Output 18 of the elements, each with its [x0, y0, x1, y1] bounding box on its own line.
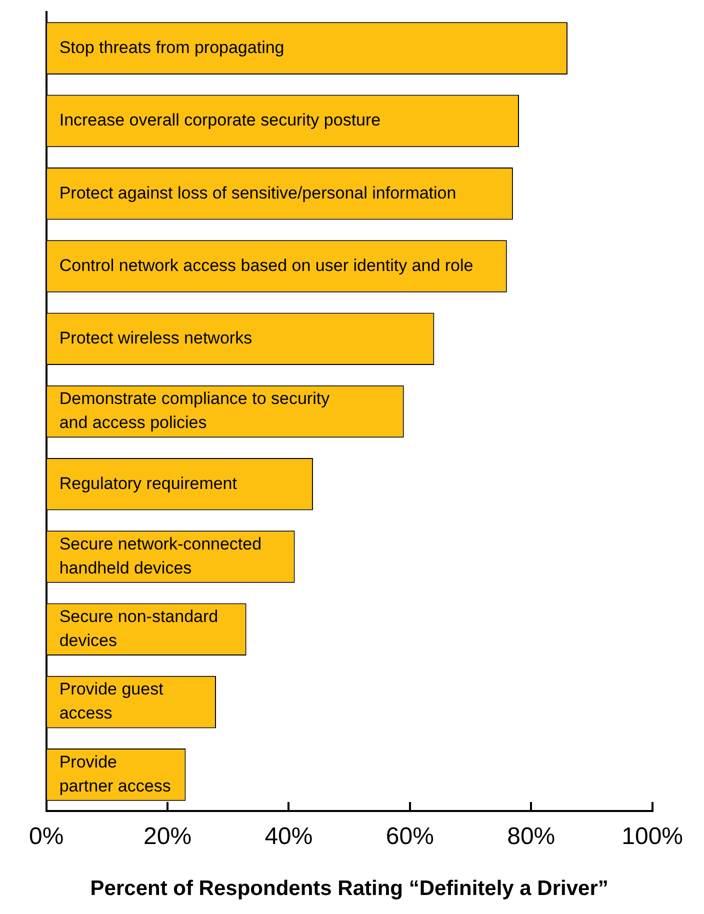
- x-tick-label: 100%: [622, 823, 684, 850]
- x-tick-label: 0%: [29, 823, 64, 850]
- y-tick-label: Secure non-standard devices: [59, 607, 218, 650]
- y-tick-label: Control network access based on user identity and role: [59, 256, 474, 275]
- y-tick-label: Regulatory requirement: [59, 474, 238, 493]
- x-tick-label: 60%: [386, 823, 434, 850]
- x-axis-title: Percent of Respondents Rating “Definitely a Driver”: [90, 877, 608, 900]
- y-tick-label: Provide partner access: [59, 752, 171, 796]
- y-tick-label: Stop threats from propagating: [59, 38, 284, 58]
- x-tick-label: 80%: [507, 823, 556, 850]
- x-tick-label: 40%: [264, 823, 313, 850]
- y-tick-label: Protect against loss of sensitive/personal information: [59, 183, 456, 202]
- x-tick-label: 20%: [144, 823, 192, 850]
- y-tick-label: Protect wireless networks: [59, 328, 252, 348]
- y-tick-label: Secure network-connected handheld devices: [59, 534, 262, 578]
- y-tick-label: Provide guest access: [59, 680, 164, 723]
- y-tick-label: Demonstrate compliance to security and access policies: [59, 389, 330, 432]
- y-tick-label: Increase overall corporate security posture: [59, 110, 381, 130]
